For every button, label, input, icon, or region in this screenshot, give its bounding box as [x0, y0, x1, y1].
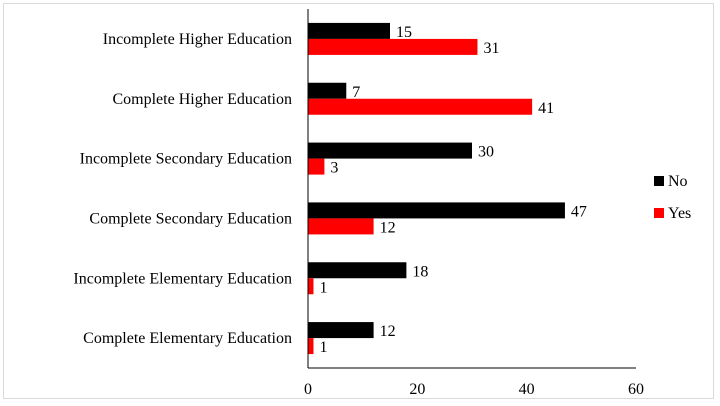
- bar-no-0: [308, 22, 390, 39]
- legend-swatch-no: [654, 176, 664, 186]
- x-tick-label: 40: [519, 381, 535, 398]
- data-label-yes-2: 3: [330, 160, 338, 177]
- bar-yes-5: [308, 338, 314, 355]
- bar-no-5: [308, 322, 374, 339]
- data-label-no-3: 47: [571, 203, 587, 220]
- data-label-no-1: 7: [352, 84, 360, 101]
- x-axis-ticks: 0 20 40 60: [304, 381, 644, 398]
- bars: [308, 22, 565, 355]
- category-label: Complete Elementary Education: [83, 330, 292, 347]
- data-label-yes-3: 12: [380, 219, 396, 236]
- data-label-no-2: 30: [478, 144, 494, 161]
- category-label: Incomplete Elementary Education: [73, 270, 292, 287]
- bar-no-2: [308, 142, 472, 159]
- bar-no-1: [308, 82, 347, 99]
- category-label: Incomplete Higher Education: [103, 31, 292, 48]
- category-label: Complete Higher Education: [112, 91, 292, 108]
- data-label-no-0: 15: [396, 24, 412, 41]
- bar-yes-0: [308, 38, 478, 55]
- category-labels: Incomplete Higher Education Complete High…: [73, 31, 292, 347]
- data-label-yes-1: 41: [538, 100, 554, 117]
- category-label: Complete Secondary Education: [89, 210, 292, 227]
- bar-no-3: [308, 202, 565, 219]
- legend-label-no: No: [668, 173, 688, 190]
- legend-label-yes: Yes: [668, 205, 691, 222]
- data-label-no-4: 18: [412, 263, 428, 280]
- legend: No Yes: [654, 173, 691, 222]
- data-label-no-5: 12: [380, 323, 396, 340]
- data-label-yes-5: 1: [319, 339, 327, 356]
- bar-yes-2: [308, 158, 325, 175]
- data-label-yes-4: 1: [319, 279, 327, 296]
- bar-yes-1: [308, 98, 533, 115]
- value-labels: 15 31 7 41 30 3 47 12 18 1 12 1: [319, 24, 586, 356]
- x-tick-label: 60: [628, 381, 644, 398]
- category-label: Incomplete Secondary Education: [80, 151, 292, 168]
- data-label-yes-0: 31: [483, 40, 499, 57]
- bar-yes-3: [308, 218, 374, 235]
- x-tick-label: 20: [409, 381, 425, 398]
- bar-yes-4: [308, 278, 314, 295]
- bar-no-4: [308, 262, 407, 279]
- x-tick-label: 0: [304, 381, 312, 398]
- legend-swatch-yes: [654, 208, 664, 218]
